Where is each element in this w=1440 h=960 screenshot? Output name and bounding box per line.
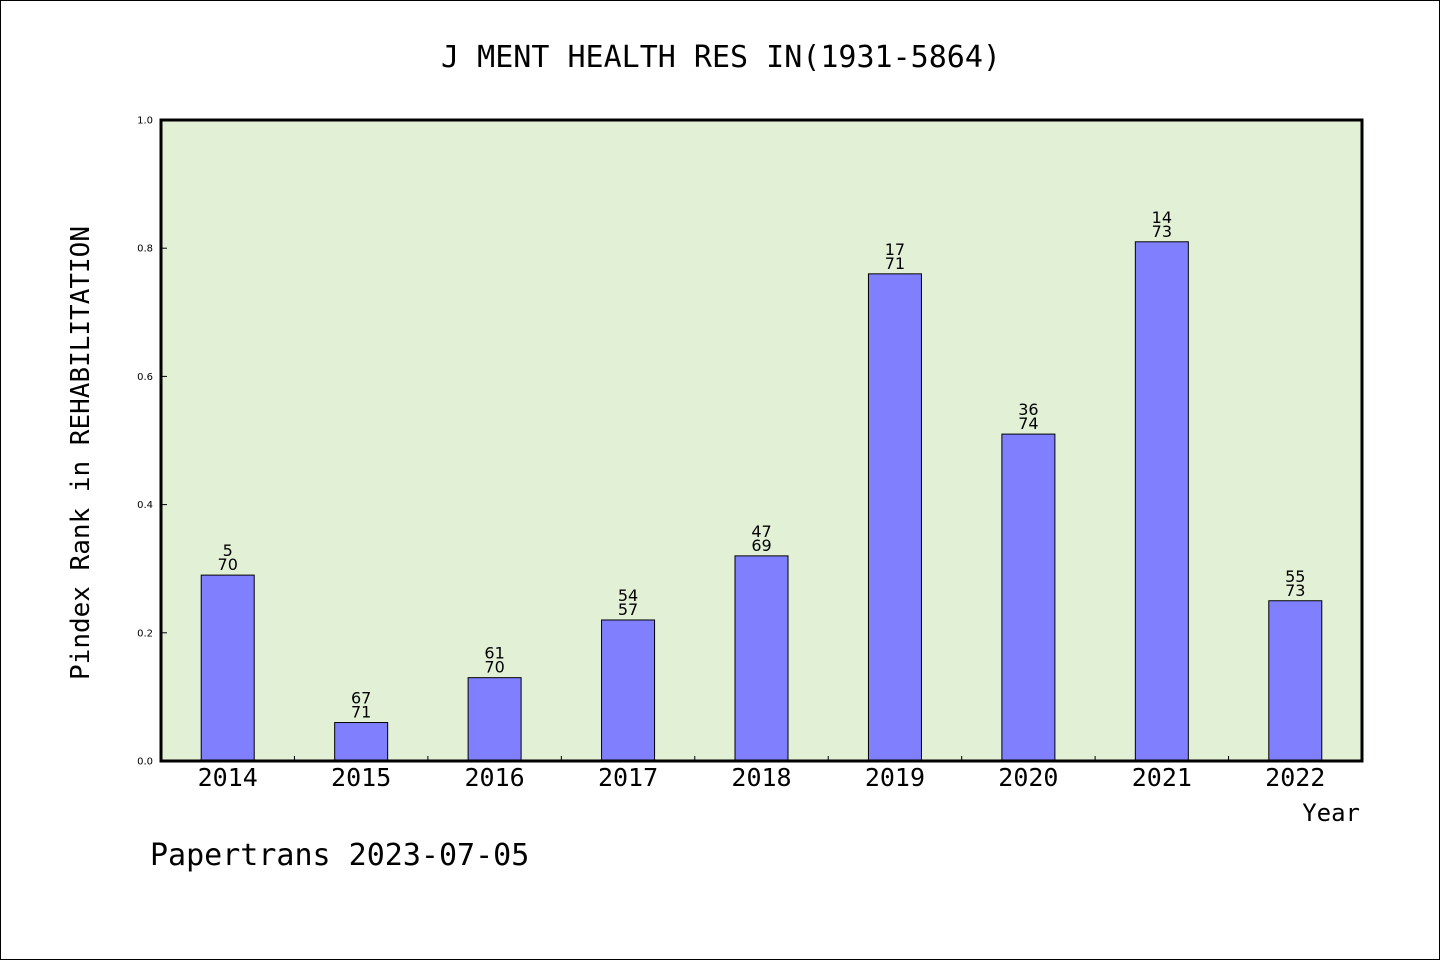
chart-title: J MENT HEALTH RES IN(1931-5864) (441, 40, 1001, 75)
x-tick-label-2020: 2020 (998, 763, 1058, 792)
y-tick-label: 0.8 (137, 244, 153, 255)
bar-label-top-2015: 67 (351, 689, 371, 708)
x-tick-label-2022: 2022 (1265, 763, 1325, 792)
bar-2021 (1134, 241, 1189, 762)
bar-2019 (867, 273, 922, 762)
bar-label-top-2021: 14 (1152, 208, 1172, 227)
bars-group (200, 241, 1323, 762)
bar-2018 (734, 555, 789, 762)
bar-label-bottom-2015: 71 (351, 703, 371, 722)
x-tick-label-2021: 2021 (1132, 763, 1192, 792)
y-tick-label: 1.0 (137, 116, 153, 127)
x-axis: 2014 2015 2016 2017 2018 2019 2020 2021 2022 (198, 756, 1325, 792)
x-tick-label-2019: 2019 (865, 763, 925, 792)
bar-label-bottom-2016: 70 (484, 658, 504, 677)
x-tick-label-2017: 2017 (598, 763, 658, 792)
bar-label-bottom-2022: 73 (1285, 581, 1305, 600)
bar-label-bottom-2019: 71 (885, 254, 905, 273)
bar-2014 (200, 574, 255, 762)
bar-label-bottom-2021: 73 (1152, 222, 1172, 241)
bar-label-bottom-2014: 70 (218, 555, 238, 574)
y-tick-label: 0.6 (137, 372, 153, 383)
bar-label-top-2020: 36 (1018, 400, 1038, 419)
bar-label-top-2018: 47 (751, 522, 771, 541)
x-tick-label-2014: 2014 (198, 763, 258, 792)
bar-2017 (601, 619, 656, 762)
y-axis-label: Pindex Rank in REHABILITATION (66, 226, 96, 680)
y-tick-label: 0.0 (137, 757, 153, 768)
x-tick-label-2018: 2018 (731, 763, 791, 792)
bar-2020 (1001, 433, 1056, 762)
bar-2016 (467, 677, 522, 762)
plot-border (159, 118, 1364, 763)
bar-label-bottom-2020: 74 (1018, 414, 1038, 433)
bar-label-top-2014: 5 (223, 541, 233, 560)
bar-label-top-2017: 54 (618, 586, 638, 605)
y-tick-label: 0.4 (137, 500, 153, 511)
bar-label-top-2022: 55 (1285, 567, 1305, 586)
bar-label-top-2016: 61 (484, 644, 504, 663)
y-tick-label: 0.2 (137, 628, 153, 639)
bar-2022 (1268, 600, 1323, 762)
bar-label-top-2019: 17 (885, 240, 905, 259)
bar-label-bottom-2018: 69 (751, 536, 771, 555)
x-axis-label: Year (1302, 799, 1360, 827)
bar-label-bottom-2017: 57 (618, 600, 638, 619)
bar-2015 (334, 722, 389, 762)
x-tick-label-2015: 2015 (331, 763, 391, 792)
x-tick-label-2016: 2016 (465, 763, 525, 792)
footer-credit: Papertrans 2023-07-05 (150, 838, 529, 873)
